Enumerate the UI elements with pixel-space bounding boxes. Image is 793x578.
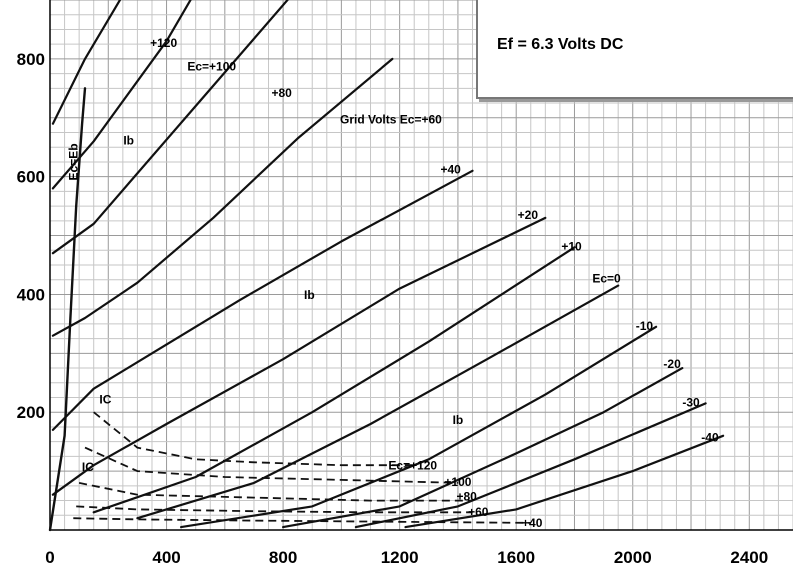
- ec-eb-boundary-curve: [48, 87, 87, 532]
- curve-label: Ec=+120: [388, 458, 437, 472]
- y-tick-label: 200: [17, 403, 45, 422]
- curve-label: +80: [456, 490, 477, 504]
- ec-eb-boundary: [48, 87, 87, 532]
- x-tick-label: 400: [152, 548, 180, 567]
- plate-current-curves: [51, 0, 725, 529]
- curve-label: Ec=0: [592, 272, 621, 286]
- plate-curve: [51, 169, 474, 431]
- curve-label: +20: [518, 208, 539, 222]
- curve-label: Ib: [453, 413, 464, 427]
- grid-current-curve: [73, 517, 531, 524]
- plate-curve: [354, 402, 707, 529]
- plate-curve: [51, 0, 289, 255]
- curve-label: Ib: [304, 288, 315, 302]
- curve-label: Grid Volts Ec=+60: [340, 113, 442, 127]
- curve-label: +40: [522, 516, 543, 530]
- y-tick-label: 800: [17, 50, 45, 69]
- grid-current-curve: [93, 411, 415, 467]
- grid-current-curve: [84, 446, 458, 484]
- curve-label: Ec=+100: [187, 60, 236, 74]
- curve-label: -30: [682, 395, 700, 409]
- y-tick-label: 400: [17, 285, 45, 304]
- plate-curve: [282, 367, 684, 529]
- curve-label: +60: [468, 505, 489, 519]
- x-tick-label: 2000: [614, 548, 652, 567]
- y-tick-label: 600: [17, 168, 45, 187]
- curve-label: IC: [99, 392, 111, 406]
- y-tick-labels: 200 400 600 800: [17, 50, 45, 422]
- x-tick-label: 1600: [497, 548, 535, 567]
- plate-curve: [51, 0, 122, 125]
- curve-annotations: +120 Ec=+100 +80 Grid Volts Ec=+60 +40 +20 +10…: [67, 36, 719, 530]
- grid-current-curve: [76, 505, 473, 514]
- x-tick-label: 1200: [381, 548, 419, 567]
- info-box: Ef = 6.3 Volts DC: [476, 0, 793, 99]
- chart-axes: [49, 0, 793, 531]
- curve-label: Ec=Eb: [67, 143, 81, 180]
- curve-label: +80: [271, 86, 292, 100]
- info-box-clipped-title: [538, 0, 552, 2]
- plate-curve: [404, 434, 725, 529]
- curve-label: IC: [82, 460, 94, 474]
- plate-curve: [51, 0, 192, 190]
- curve-label: +120: [150, 36, 177, 50]
- x-tick-label: 0: [45, 548, 54, 567]
- curve-label: +10: [561, 239, 582, 253]
- x-tick-labels: 0 400 800 1200 1600 2000 2400: [45, 548, 768, 567]
- curve-label: -10: [636, 319, 654, 333]
- x-tick-label: 800: [269, 548, 297, 567]
- curve-label: Ib: [123, 133, 134, 147]
- plate-curve: [51, 57, 394, 337]
- curve-label: +100: [444, 475, 471, 489]
- filament-voltage-note: Ef = 6.3 Volts DC: [497, 36, 624, 53]
- plate-curve: [136, 284, 620, 520]
- curve-label: +40: [440, 163, 461, 177]
- grid-current-curve: [78, 482, 473, 502]
- plate-curve: [92, 246, 576, 514]
- grid-current-curves: [73, 411, 531, 524]
- curve-label: -20: [663, 357, 681, 371]
- x-tick-label: 2400: [730, 548, 768, 567]
- plate-curve: [180, 325, 658, 529]
- curve-label: -40: [701, 431, 719, 445]
- plate-curve: [51, 216, 547, 496]
